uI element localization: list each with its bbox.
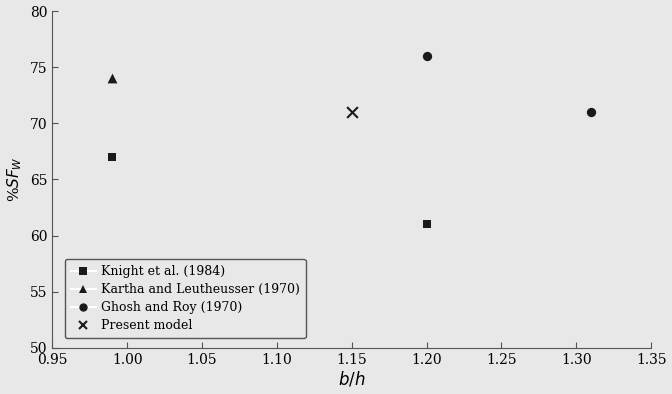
Y-axis label: %$SF_W$: %$SF_W$ [5,156,24,203]
Point [107,154,118,160]
Point [346,109,357,115]
Point [586,109,597,115]
X-axis label: $b/h$: $b/h$ [338,370,366,388]
Legend: Knight et al. (1984), Kartha and Leutheusser (1970), Ghosh and Roy (1970), Prese: Knight et al. (1984), Kartha and Leutheu… [65,259,306,338]
Point [421,53,432,59]
Point [421,221,432,227]
Point [107,75,118,82]
